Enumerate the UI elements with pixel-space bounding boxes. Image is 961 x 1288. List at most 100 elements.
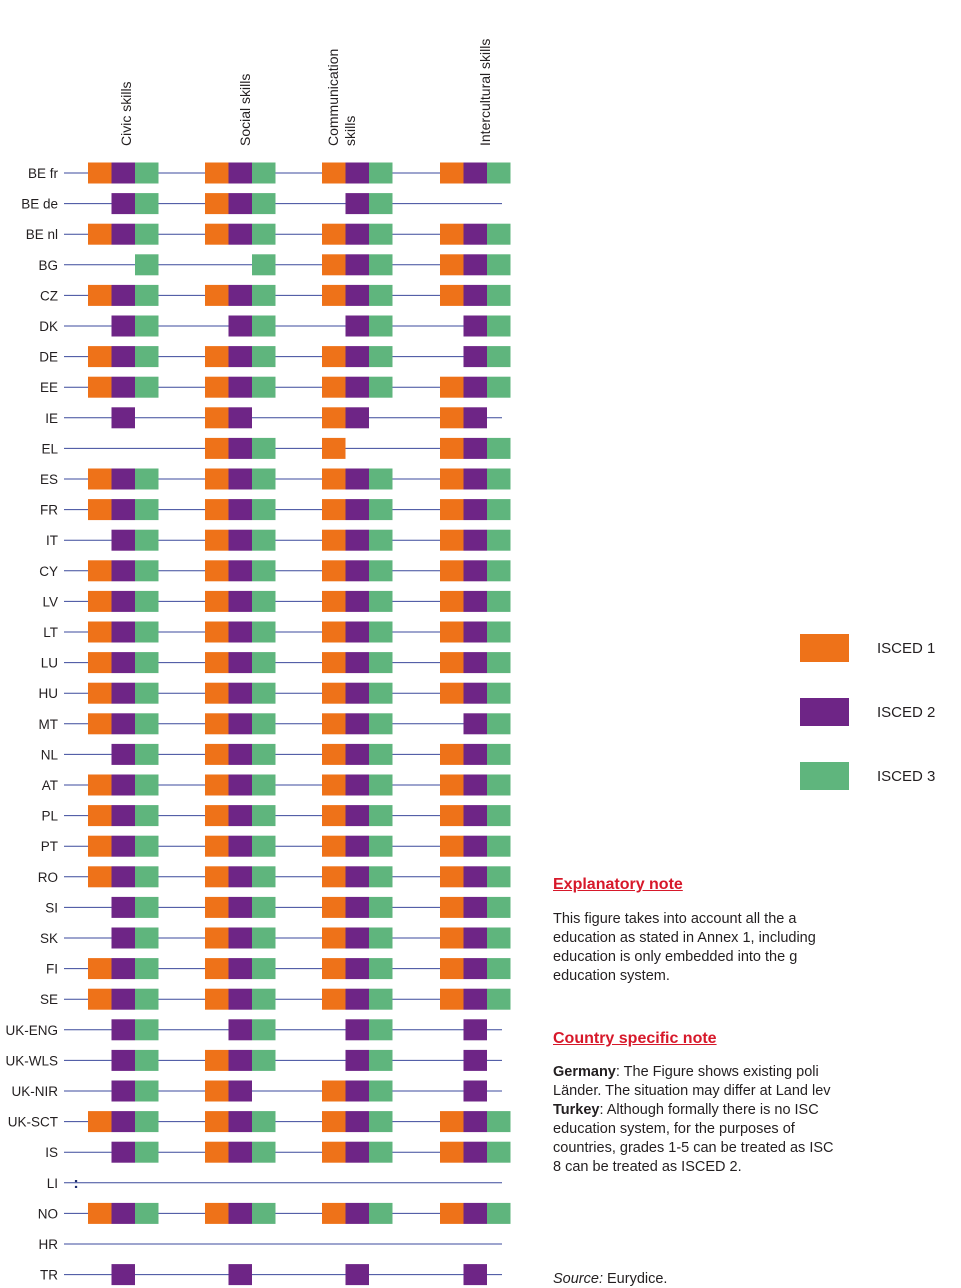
isced-cell (228, 896, 252, 918)
isced-cell (228, 743, 252, 765)
isced-cell (440, 958, 464, 980)
isced-cell (369, 958, 393, 980)
column-header: Civic skills (118, 81, 134, 146)
isced-cell (487, 376, 511, 398)
legend-label-isced1: ISCED 1 (877, 640, 936, 657)
explanatory-line: education is only embedded into the g (553, 949, 798, 965)
isced-cell (463, 1141, 487, 1163)
country-label: EL (41, 441, 58, 456)
isced-cell (463, 560, 487, 582)
isced-cell (463, 529, 487, 551)
country-line-text: education system, for the purposes of (553, 1121, 795, 1137)
country-label: TR (40, 1268, 58, 1283)
isced-cell (322, 560, 346, 582)
country-label: UK-ENG (5, 1023, 58, 1038)
isced-cell (322, 713, 346, 735)
isced-cell (135, 774, 159, 796)
isced-cell (369, 1049, 393, 1071)
isced-cell (345, 652, 369, 674)
isced-cell (487, 713, 511, 735)
isced-cell (463, 805, 487, 827)
isced-cell (205, 1111, 229, 1133)
isced-cell (135, 162, 159, 184)
isced-cell (205, 407, 229, 429)
isced-cell (345, 315, 369, 337)
isced-cell (135, 713, 159, 735)
isced-cell (111, 590, 135, 612)
isced-cell (322, 805, 346, 827)
isced-cell (205, 1080, 229, 1102)
isced-cell (322, 437, 346, 459)
isced-cell (228, 560, 252, 582)
isced-cell (88, 376, 112, 398)
isced-cell (322, 1141, 346, 1163)
country-label: IE (45, 411, 58, 426)
isced-cell (111, 499, 135, 521)
isced-cell (369, 1080, 393, 1102)
isced-cell (111, 988, 135, 1010)
isced-cell (135, 1111, 159, 1133)
isced-cell (463, 254, 487, 276)
isced-cell (322, 927, 346, 949)
isced-cell (463, 315, 487, 337)
isced-cell (487, 774, 511, 796)
isced-cell (463, 468, 487, 490)
isced-cell (88, 774, 112, 796)
isced-cell (345, 499, 369, 521)
isced-cell (252, 590, 276, 612)
isced-cell (252, 682, 276, 704)
isced-cell (345, 346, 369, 368)
isced-cell (322, 376, 346, 398)
isced-cell (252, 774, 276, 796)
country-label: NO (38, 1206, 58, 1221)
country-label: FR (40, 503, 58, 518)
column-header: Social skills (237, 74, 253, 146)
isced-cell (228, 468, 252, 490)
isced-cell (463, 621, 487, 643)
isced-cell (322, 254, 346, 276)
country-label: PL (41, 809, 58, 824)
isced-cell (111, 682, 135, 704)
isced-cell (322, 1202, 346, 1224)
isced-cell (88, 835, 112, 857)
isced-cell (111, 835, 135, 857)
isced-cell (440, 437, 464, 459)
source-line: Source: Eurydice. (553, 1271, 667, 1287)
isced-cell (463, 835, 487, 857)
isced-cell (252, 652, 276, 674)
isced-cell (88, 621, 112, 643)
isced-cell (228, 713, 252, 735)
isced-cell (440, 376, 464, 398)
isced-cell (487, 805, 511, 827)
isced-cell (88, 805, 112, 827)
country-label: FI (46, 962, 58, 977)
isced-cell (228, 193, 252, 215)
isced-cell (440, 621, 464, 643)
isced-cell (487, 529, 511, 551)
isced-cell (463, 376, 487, 398)
missing-data-mark: : (73, 1175, 78, 1192)
isced-cell (228, 866, 252, 888)
isced-cell (205, 1049, 229, 1071)
isced-cell (111, 407, 135, 429)
isced-cell (111, 1019, 135, 1041)
country-label: AT (42, 778, 58, 793)
isced-cell (440, 743, 464, 765)
isced-cell (135, 835, 159, 857)
isced-cell (252, 376, 276, 398)
isced-cell (228, 437, 252, 459)
column-header: Intercultural skills (477, 39, 493, 146)
isced-cell (369, 743, 393, 765)
isced-cell (88, 682, 112, 704)
isced-cell (369, 621, 393, 643)
isced-cell (228, 1111, 252, 1133)
country-line: Germany: The Figure shows existing poli (553, 1063, 834, 1082)
isced-cell (463, 499, 487, 521)
isced-cell (440, 927, 464, 949)
country-label: HU (39, 686, 59, 701)
isced-cell (463, 958, 487, 980)
legend-swatch-isced3 (800, 762, 849, 790)
isced-cell (135, 743, 159, 765)
isced-cell (205, 529, 229, 551)
country-line: 8 can be treated as ISCED 2. (553, 1158, 834, 1177)
